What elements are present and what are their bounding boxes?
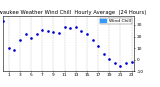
Point	[13, 50, 16, 51]
Point	[8, 47, 10, 49]
Point	[97, 45, 99, 47]
Point	[63, 27, 66, 28]
Point	[125, 63, 127, 64]
Point	[102, 53, 105, 55]
Point	[24, 33, 27, 35]
Legend: Wind Chill: Wind Chill	[100, 18, 132, 24]
Point	[119, 65, 122, 66]
Point	[47, 30, 49, 31]
Point	[69, 28, 72, 29]
Point	[108, 58, 111, 59]
Point	[58, 32, 60, 34]
Point	[86, 33, 88, 35]
Title: Milwaukee Weather Wind Chill  Hourly Average  (24 Hours): Milwaukee Weather Wind Chill Hourly Aver…	[0, 10, 147, 15]
Point	[130, 61, 133, 63]
Point	[114, 63, 116, 64]
Point	[75, 27, 77, 28]
Point	[35, 33, 38, 35]
Point	[91, 39, 94, 41]
Point	[30, 37, 32, 38]
Point	[41, 29, 44, 30]
Point	[19, 39, 21, 41]
Point	[80, 30, 83, 31]
Point	[52, 31, 55, 33]
Point	[2, 21, 4, 22]
